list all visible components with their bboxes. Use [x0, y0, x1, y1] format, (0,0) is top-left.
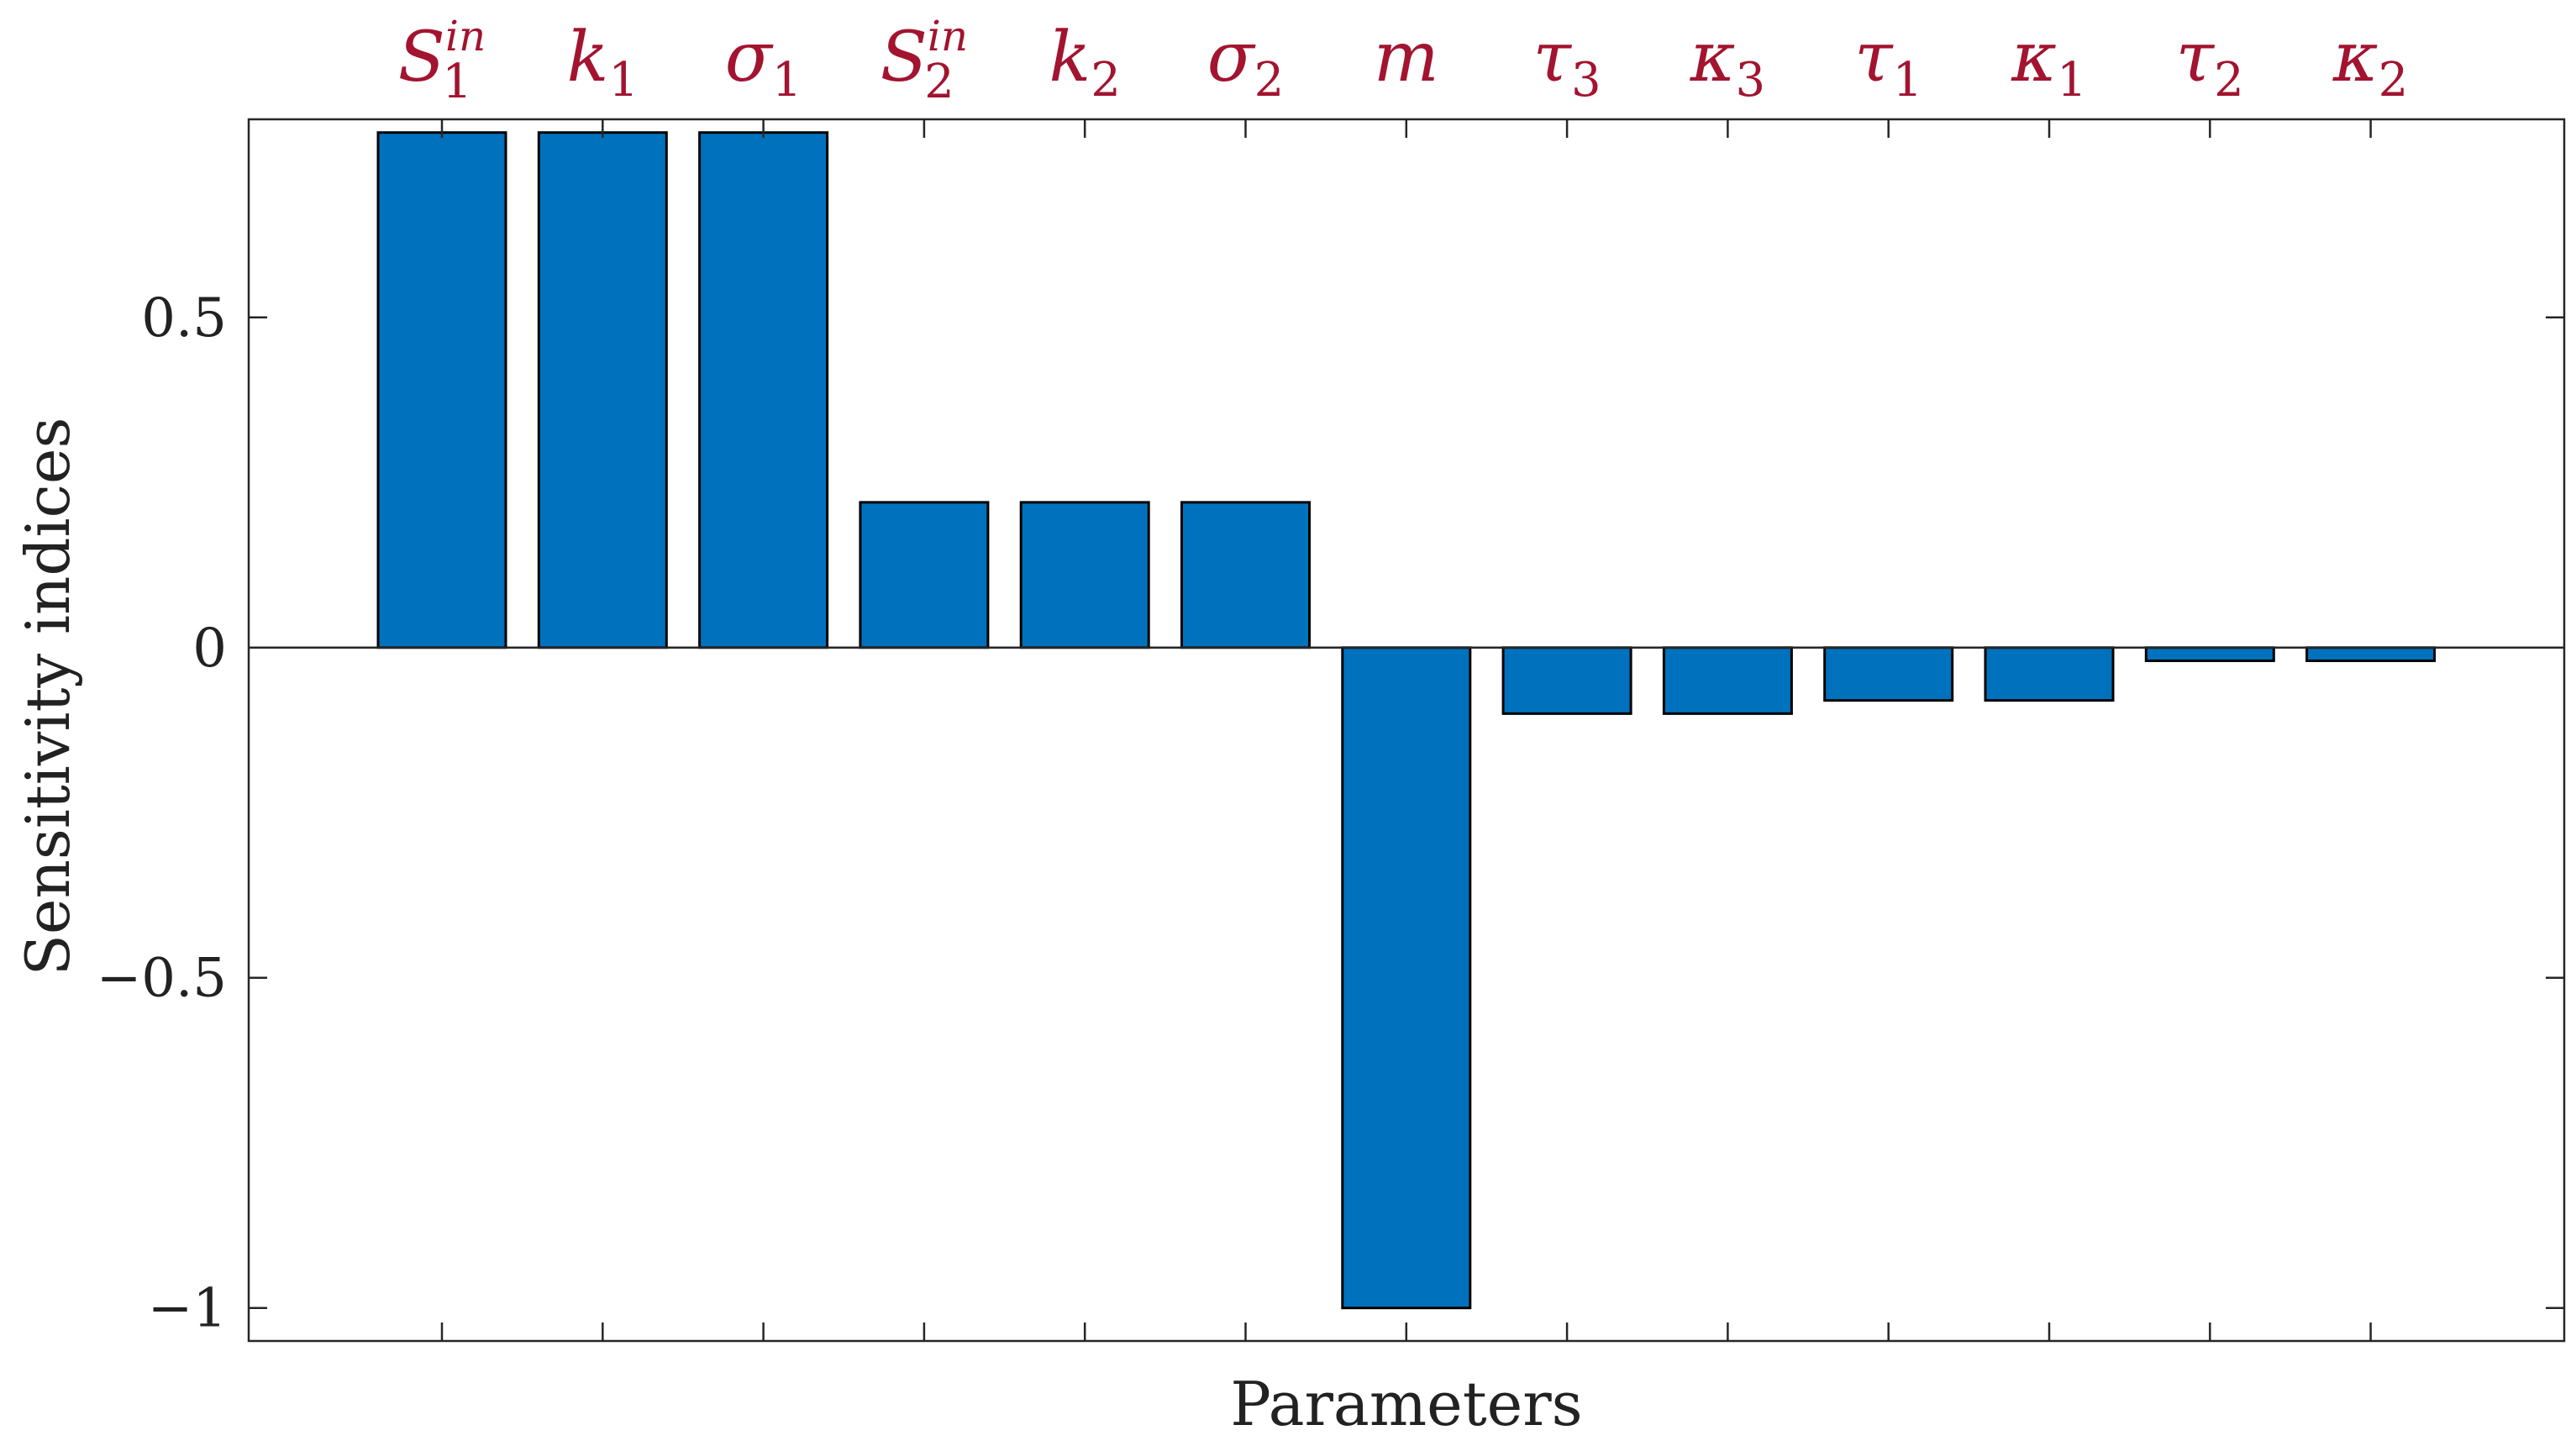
param-label-6: m: [1374, 18, 1439, 97]
y-tick-label-3: 0.5: [141, 287, 227, 350]
param-label-11: τ2: [2176, 18, 2244, 108]
param-label-9: τ1: [1854, 18, 1922, 108]
bar-6: [1341, 646, 1472, 1310]
bar-7: [1501, 646, 1632, 715]
param-label-2: σ1: [725, 18, 802, 108]
bar-11: [2144, 646, 2275, 662]
x-axis-label: Parameters: [1230, 1369, 1582, 1439]
bar-0: [376, 131, 507, 649]
y-tick-label-1: −0.5: [97, 948, 227, 1010]
y-tick-label-2: 0: [192, 618, 227, 680]
bar-8: [1662, 646, 1793, 715]
param-label-8: κ3: [1690, 18, 1765, 108]
param-label-7: τ3: [1533, 18, 1601, 108]
ticks-layer: −1 −0.5 0 0.5: [97, 119, 2564, 1341]
bar-12: [2305, 646, 2437, 662]
param-label-0: Sin 1: [398, 12, 486, 109]
param-label-12: κ2: [2332, 18, 2408, 108]
bars-layer: [376, 131, 2437, 1310]
bar-3: [859, 501, 990, 649]
param-label-4: k2: [1049, 18, 1121, 108]
y-tick-label-0: −1: [148, 1278, 227, 1340]
bar-1: [537, 131, 668, 649]
bar-10: [1984, 646, 2115, 702]
param-label-10: κ1: [2011, 18, 2086, 108]
param-label-1: k1: [567, 18, 639, 108]
param-label-5: σ2: [1207, 18, 1285, 108]
parameter-labels: Sin 1 k1 σ1 Sin 2 k2 σ2 m τ3 κ3 τ1 κ1 τ2 κ2: [398, 12, 2409, 109]
bar-5: [1180, 501, 1311, 649]
bar-2: [698, 131, 829, 649]
param-label-3: Sin 2: [881, 12, 968, 109]
bar-4: [1019, 501, 1150, 649]
bar-9: [1823, 646, 1954, 702]
y-axis-label: Sensitivity indices: [13, 418, 83, 976]
